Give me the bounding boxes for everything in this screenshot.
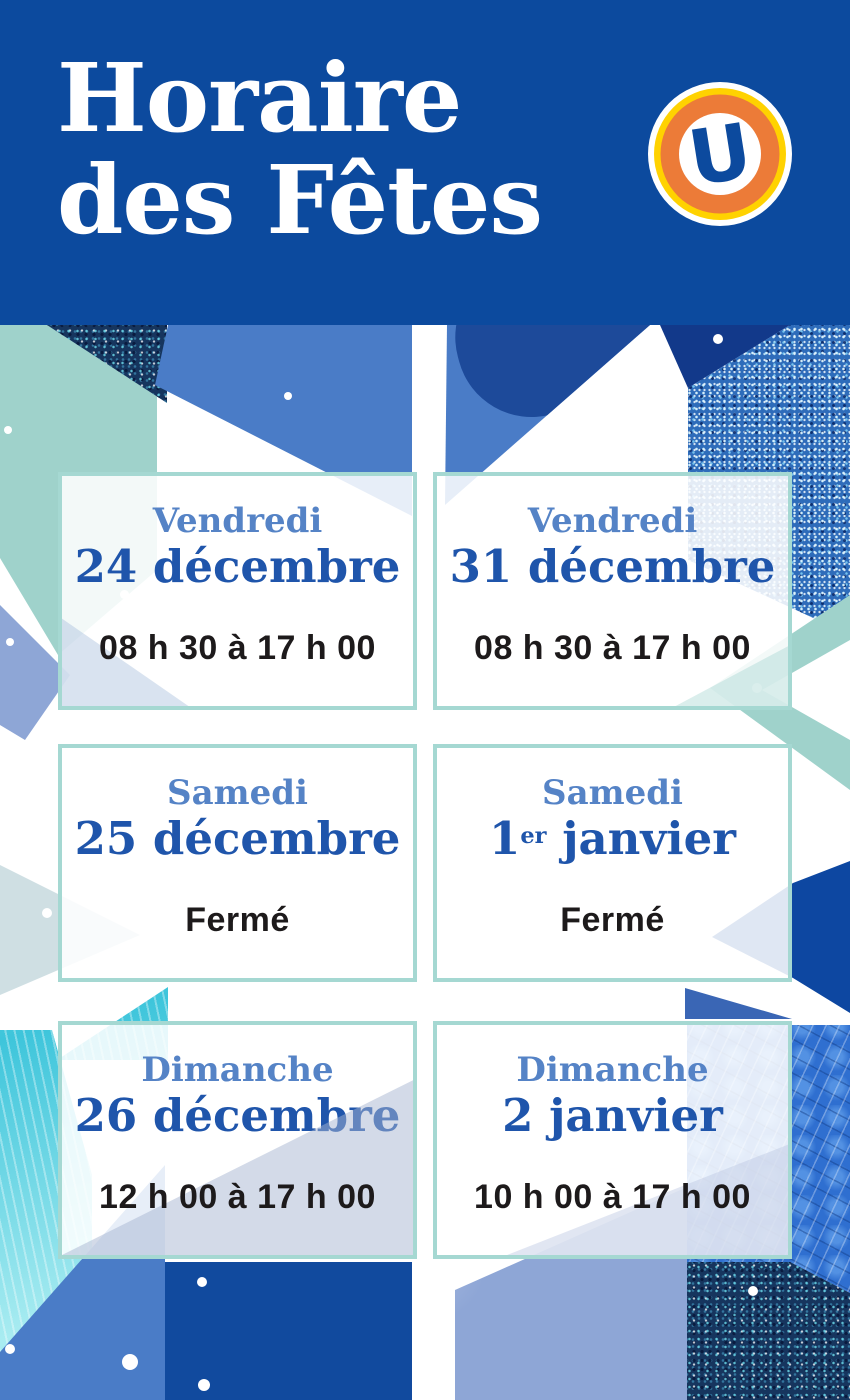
brand-logo-rings: U (648, 82, 792, 226)
deco-dot (713, 334, 723, 344)
card-date: 1er janvier (489, 812, 736, 865)
date-ordinal: er (520, 822, 547, 849)
deco-dot (501, 1137, 511, 1147)
header-banner: Horaire des Fêtes U (0, 0, 850, 325)
poster-title-line1: Horaire (57, 43, 462, 154)
card-date: 25 décembre (74, 812, 401, 865)
deco-dot (120, 590, 129, 599)
card-date: 31 décembre (449, 540, 776, 593)
card-hours: Fermé (185, 901, 290, 939)
deco-dot (4, 426, 12, 434)
card-day: Dimanche (141, 1050, 334, 1090)
card-day: Samedi (167, 773, 308, 813)
poster-title: Horaire des Fêtes (57, 43, 543, 256)
schedule-card-5: Dimanche 26 décembre 12 h 00 à 17 h 00 (58, 1021, 417, 1259)
schedule-card-6: Dimanche 2 janvier 10 h 00 à 17 h 00 (433, 1021, 792, 1259)
schedule-card-2: Vendredi 31 décembre 08 h 30 à 17 h 00 (433, 472, 792, 710)
deco-dot (5, 1344, 15, 1354)
schedule-card-1: Vendredi 24 décembre 08 h 30 à 17 h 00 (58, 472, 417, 710)
brand-logo: U (648, 82, 792, 226)
card-date: 26 décembre (74, 1089, 401, 1142)
brand-logo-letter: U (683, 106, 758, 204)
deco-dark-blob (445, 325, 650, 434)
card-date: 2 janvier (502, 1089, 723, 1142)
card-hours: 12 h 00 à 17 h 00 (99, 1178, 376, 1216)
card-hours: 08 h 30 à 17 h 00 (99, 629, 376, 667)
card-hours: 08 h 30 à 17 h 00 (474, 629, 751, 667)
deco-dot (197, 1277, 207, 1287)
card-day: Dimanche (516, 1050, 709, 1090)
card-hours: Fermé (560, 901, 665, 939)
card-day: Samedi (542, 773, 683, 813)
deco-dot (122, 1354, 138, 1370)
deco-dot (6, 638, 14, 646)
poster-title-line2: des Fêtes (57, 145, 543, 256)
schedule-card-3: Samedi 25 décembre Fermé (58, 744, 417, 982)
card-day: Vendredi (152, 501, 323, 541)
card-date: 24 décembre (74, 540, 401, 593)
deco-dot (748, 1286, 758, 1296)
schedule-card-4: Samedi 1er janvier Fermé (433, 744, 792, 982)
card-hours: 10 h 00 à 17 h 00 (474, 1178, 751, 1216)
deco-glitter-bottomright (687, 1262, 850, 1400)
deco-dot (42, 908, 52, 918)
deco-dot (198, 1379, 210, 1391)
deco-dot (284, 392, 292, 400)
deco-royal-rect-bottomleft (165, 1262, 412, 1400)
card-day: Vendredi (527, 501, 698, 541)
